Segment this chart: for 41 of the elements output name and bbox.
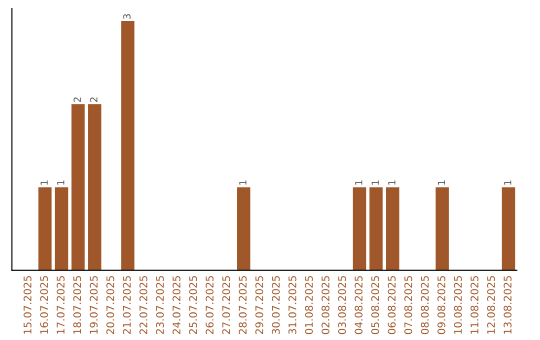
data-label: 1 — [57, 180, 64, 185]
x-tick-label: 04.08.2025 — [354, 276, 363, 334]
x-tick-label: 19.07.2025 — [90, 276, 98, 334]
data-label: 3 — [123, 14, 131, 19]
data-label: 1 — [355, 180, 362, 185]
x-tick-label: 17.07.2025 — [56, 276, 65, 334]
x-tick-label: 24.07.2025 — [172, 276, 180, 334]
x-tick-label: 12.08.2025 — [487, 276, 495, 334]
x-tick-label: 16.07.2025 — [40, 276, 48, 334]
x-tick-label: 29.07.2025 — [255, 276, 264, 334]
data-label: 1 — [372, 180, 379, 185]
x-tick-label: 25.07.2025 — [189, 276, 197, 334]
x-tick-label: 31.07.2025 — [288, 276, 296, 334]
x-tick-label: 07.08.2025 — [404, 276, 412, 334]
data-label: 1 — [40, 180, 48, 185]
x-tick-label: 05.08.2025 — [371, 276, 380, 334]
x-tick-label: 06.08.2025 — [388, 276, 396, 334]
data-label: 2 — [90, 97, 98, 102]
x-tick-label: 01.08.2025 — [304, 276, 313, 334]
x-tick-label: 23.07.2025 — [156, 276, 164, 334]
x-tick-label: 20.07.2025 — [106, 276, 114, 334]
x-tick-label: 08.08.2025 — [420, 276, 429, 334]
x-tick-label: 02.08.2025 — [322, 276, 330, 334]
data-label: 1 — [504, 180, 512, 185]
x-tick-label: 13.08.2025 — [504, 276, 512, 334]
x-tick-label: 11.08.2025 — [470, 276, 478, 334]
data-label: 1 — [388, 180, 396, 185]
x-tick-label: 15.07.2025 — [24, 276, 32, 334]
data-label: 1 — [438, 180, 445, 185]
x-tick-label: 21.07.2025 — [122, 276, 131, 334]
data-label: 2 — [74, 97, 81, 102]
x-tick-label: 22.07.2025 — [139, 276, 148, 334]
x-tick-label: 10.08.2025 — [454, 276, 462, 334]
x-tick-label: 03.08.2025 — [338, 276, 346, 334]
data-label: 1 — [239, 180, 246, 185]
x-tick-label: 28.07.2025 — [238, 276, 247, 334]
x-tick-label: 27.07.2025 — [222, 276, 230, 334]
x-tick-label: 09.08.2025 — [437, 276, 446, 334]
x-tick-label: 26.07.2025 — [206, 276, 214, 334]
x-tick-label: 30.07.2025 — [272, 276, 280, 334]
x-tick-label: 18.07.2025 — [73, 276, 82, 334]
